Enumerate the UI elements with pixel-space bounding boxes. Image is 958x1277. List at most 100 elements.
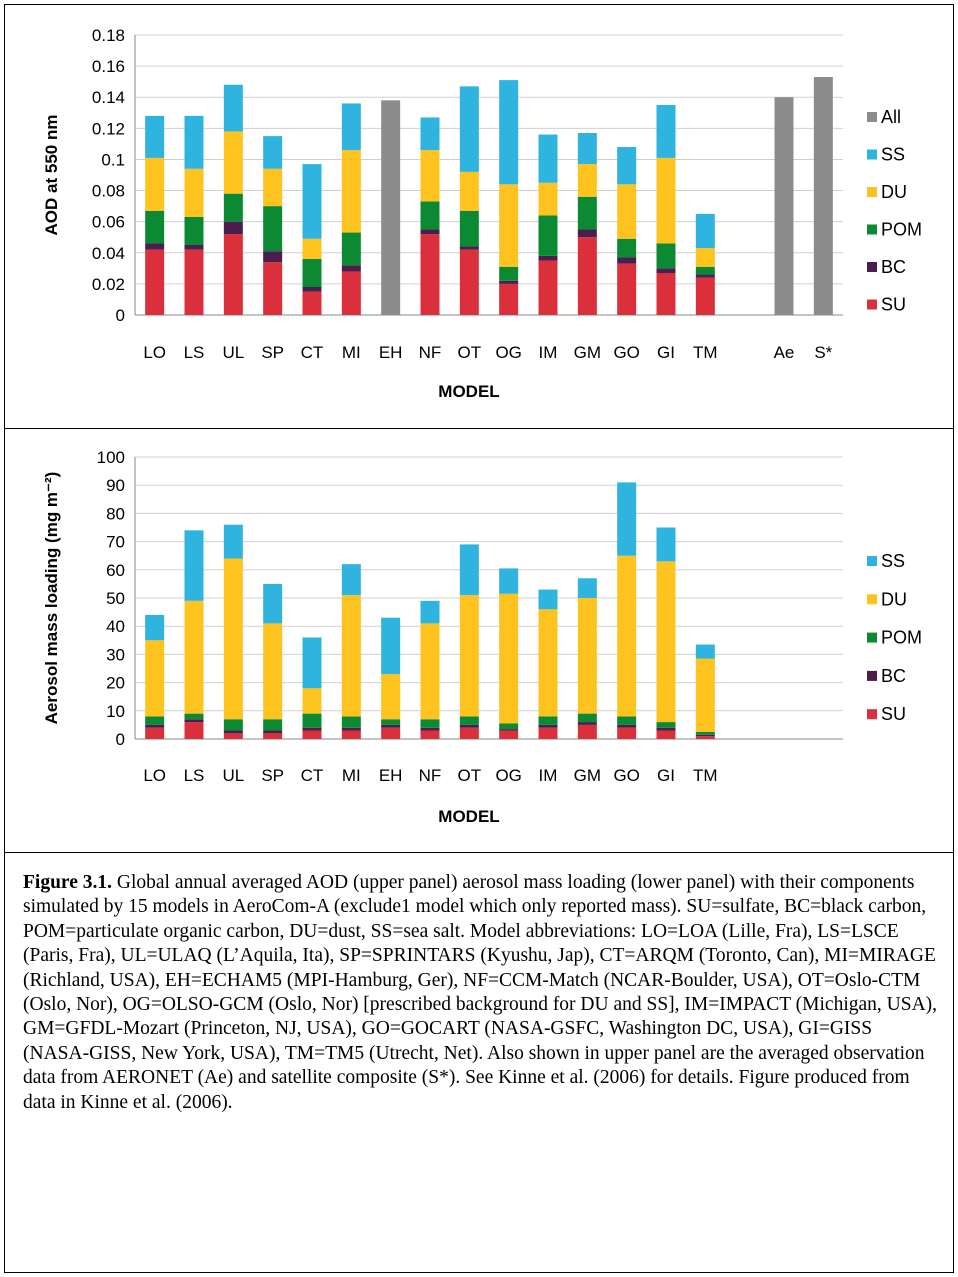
bar-segment-du [499, 184, 519, 267]
bar-segment-ss [302, 637, 322, 689]
legend-label-pom: POM [881, 628, 922, 648]
bar-segment-ss [538, 589, 558, 610]
bar-segment-du [145, 157, 165, 211]
bar-segment-bc [145, 243, 165, 250]
bar-segment-su [656, 273, 676, 315]
bar-segment-bc [420, 229, 440, 235]
bar-segment-pom [577, 713, 597, 723]
bar-segment-ss [538, 134, 558, 183]
x-category-label: GI [657, 343, 675, 362]
bar-segment-bc [302, 287, 322, 292]
caption-text: Global annual averaged AOD (upper panel)… [23, 872, 938, 1113]
bar-segment-su [184, 249, 204, 315]
legend-swatch-du [867, 187, 877, 197]
bar-segment-su [145, 727, 165, 739]
bar-segment-du [341, 595, 361, 717]
x-category-label: MI [342, 766, 361, 785]
bar-segment-ss [459, 86, 479, 172]
bar-segment-su [577, 724, 597, 739]
bar-segment-su [381, 727, 401, 739]
bar-segment-su [420, 730, 440, 739]
y-axis-title: Aerosol mass loading (mg m⁻²) [42, 472, 61, 725]
x-category-label: S* [814, 343, 832, 362]
bar-segment-pom [341, 232, 361, 266]
legend-swatch-ss [867, 149, 877, 160]
bar-segment-du [302, 688, 322, 714]
bar-segment-su [145, 249, 165, 315]
y-axis-title: AOD at 550 nm [42, 115, 61, 236]
bar-segment-ss [145, 614, 165, 641]
bar-segment-ss [499, 80, 519, 185]
bar-segment-du [184, 600, 204, 714]
bar-segment-su [577, 237, 597, 315]
bar-segment-su [420, 234, 440, 315]
x-category-label: GO [613, 766, 639, 785]
bar-segment-ss [145, 115, 165, 158]
y-tick-label: 90 [106, 476, 125, 495]
bar-segment-bc [538, 724, 558, 728]
legend-swatch-su [867, 709, 877, 720]
bar-segment-du [577, 598, 597, 714]
bar-segment-du [617, 184, 637, 239]
bar-segment-pom [577, 196, 597, 230]
bar-segment-du [341, 150, 361, 233]
bar-segment-du [420, 150, 440, 202]
bar-segment-du [223, 131, 243, 194]
bar-segment-ss [577, 578, 597, 598]
y-tick-label: 0.12 [92, 119, 125, 138]
bar-segment-pom [656, 722, 676, 728]
bar-segment-su [538, 727, 558, 739]
bar-segment-bc [223, 221, 243, 235]
legend-label-su: SU [881, 704, 906, 724]
bar-segment-pom [459, 716, 479, 725]
legend-swatch-pom [867, 224, 877, 235]
legend-label-bc: BC [881, 257, 906, 277]
bar-segment-su [263, 262, 283, 315]
bar-segment-pom [145, 210, 165, 244]
x-category-label: IM [539, 766, 558, 785]
y-tick-label: 0 [116, 730, 125, 749]
y-tick-label: 50 [106, 589, 125, 608]
bar-segment-ss [184, 115, 204, 169]
bar-segment-su [341, 730, 361, 739]
bar-segment-du [263, 623, 283, 720]
bar-segment-pom [302, 713, 322, 728]
bar-segment-ss [695, 213, 715, 249]
legend-swatch-bc [867, 670, 877, 681]
bar-segment-bc [617, 257, 637, 264]
bar-segment-su [223, 733, 243, 739]
bar-segment-pom [695, 266, 715, 275]
bar-segment-bc [341, 727, 361, 731]
bar-segment-pom [184, 217, 204, 245]
bar-segment-su [695, 277, 715, 315]
bar-segment-du [145, 640, 165, 717]
bar-segment-bc [184, 719, 204, 723]
x-category-label: OG [495, 343, 521, 362]
y-tick-label: 0.14 [92, 88, 125, 107]
bar-segment-du [223, 558, 243, 720]
x-category-label: LS [184, 343, 205, 362]
bar-segment-pom [302, 259, 322, 287]
lower-panel: 0 10 20 30 40 50 60 70 80 90 100 LO LS UL SP CT MI EH NF OT… [5, 429, 953, 853]
bar-segment-su [184, 722, 204, 739]
y-tick-label: 10 [106, 702, 125, 721]
bar-segment-ss [656, 105, 676, 158]
bar-segment-bc [577, 722, 597, 725]
y-tick-label: 20 [106, 674, 125, 693]
bar-segment-su [341, 271, 361, 315]
y-tick-label: 40 [106, 617, 125, 636]
bar-segment-su [223, 234, 243, 315]
bar-segment-du [302, 238, 322, 259]
bar-segment-bc [184, 245, 204, 250]
bar-segment-pom [341, 716, 361, 728]
bar-segment-ss [695, 644, 715, 659]
legend-label-ss: SS [881, 551, 905, 571]
bar-segment-pom [263, 719, 283, 731]
bar-segment-pom [538, 215, 558, 256]
y-tick-label: 70 [106, 533, 125, 552]
x-category-label: LS [184, 766, 205, 785]
x-category-label: MI [342, 343, 361, 362]
bar-segment-su [459, 727, 479, 739]
bar-segment-ss [617, 147, 637, 185]
x-category-label: GI [657, 766, 675, 785]
